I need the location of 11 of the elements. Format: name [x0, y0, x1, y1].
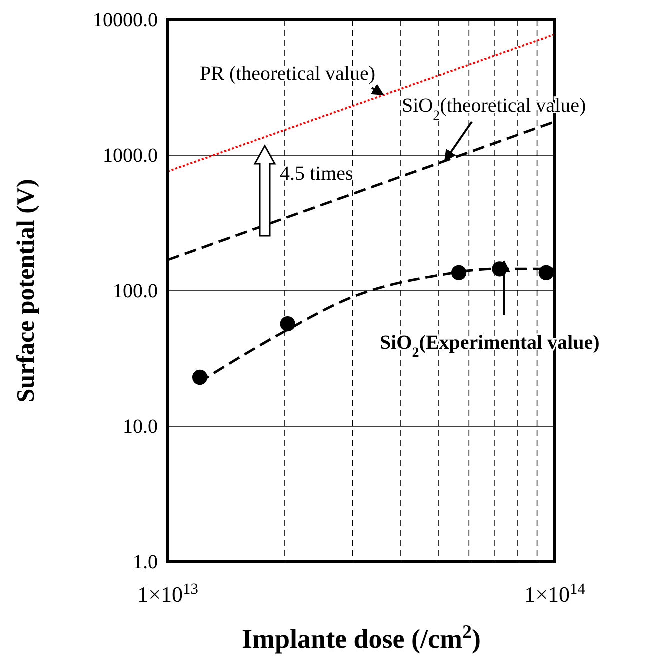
y-axis-title: Surface potential (V) [13, 179, 40, 403]
x-axis-title: Implante dose (/cm$^{2}$) [242, 622, 481, 654]
y-tick-label: 10.0 [123, 416, 158, 438]
y-tick-label: 1000.0 [103, 144, 158, 167]
x-tick-label: 1×10$^{13}$ [138, 580, 199, 607]
y-tick-label: 100.0 [113, 280, 158, 302]
y-tick-label: 1.0 [133, 551, 158, 574]
y-tick-label: 10000.0 [93, 9, 158, 32]
x-tick-label: 1×10$^{14}$ [524, 580, 586, 607]
annotation: PR (theoretical value) [200, 63, 376, 85]
annotation: 4.5 times [280, 163, 354, 185]
